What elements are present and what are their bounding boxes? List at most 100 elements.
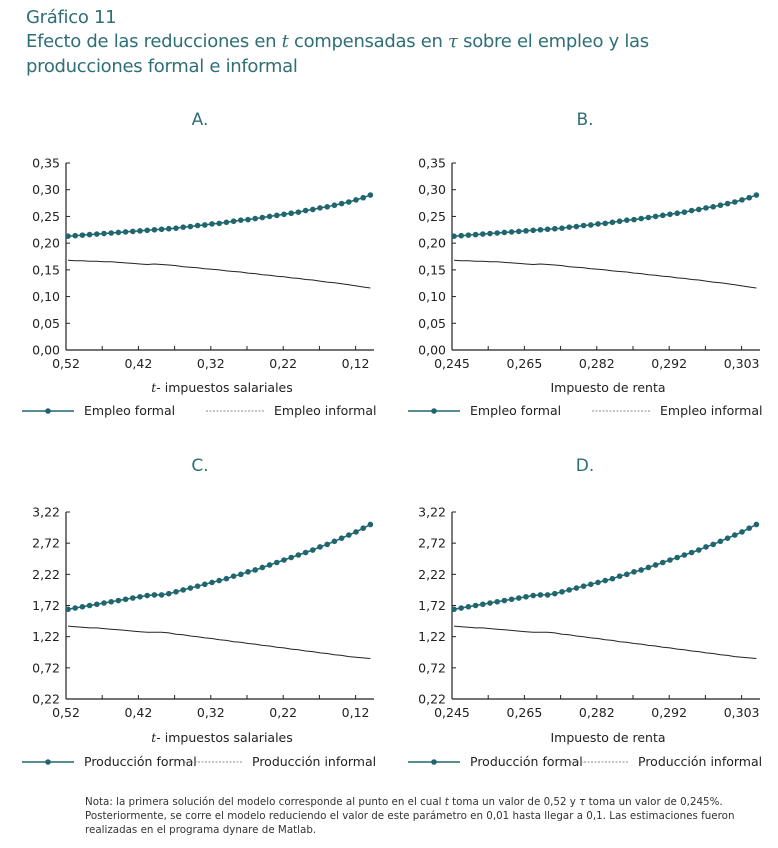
data-point [86, 231, 93, 238]
x-axis-label: Impuesto de renta [550, 380, 665, 395]
title-var-tau: τ [448, 31, 458, 52]
y-tick-label: 3,22 [418, 505, 446, 520]
data-point [72, 232, 78, 239]
data-point [667, 211, 673, 218]
x-axis-label: t- impuestos salariales [151, 380, 293, 395]
x-tick-label: 0,12 [342, 705, 370, 720]
data-point [645, 214, 652, 221]
panel-label-d: D. [575, 456, 595, 476]
data-point [573, 585, 580, 591]
y-tick-label: 0,05 [32, 316, 60, 331]
data-point [660, 559, 666, 566]
data-point [360, 194, 367, 201]
x-tick-label: 0,22 [269, 356, 297, 371]
x-tick-label: 0,292 [651, 705, 687, 720]
data-point [216, 577, 222, 584]
x-axis-label: Impuesto de renta [550, 730, 665, 745]
x-axis-label-var: t [151, 730, 157, 745]
data-point [753, 521, 760, 528]
legend-formal-label: Producción formal [470, 754, 583, 769]
note-var-tau: τ [579, 796, 586, 808]
data-point [137, 228, 143, 234]
y-tick-label: 0,30 [32, 182, 60, 197]
data-point [94, 231, 100, 237]
legend-formal-marker [431, 759, 437, 765]
y-tick-label: 0,72 [418, 660, 446, 675]
x-tick-label: 0,292 [651, 356, 687, 371]
data-point [346, 532, 352, 538]
data-point [310, 206, 316, 213]
chart-panel-a: 0,00 0,05 0,10 0,15 0,20 0,25 0,30 0,35 0,52 0,42… [22, 156, 376, 418]
data-point [274, 212, 280, 219]
data-point [137, 593, 143, 600]
data-point [609, 575, 616, 582]
data-point [367, 521, 374, 528]
data-point [732, 532, 738, 538]
series-line-informal [453, 625, 757, 659]
y-tick-label: 0,10 [418, 289, 446, 304]
y-tick-label: 2,22 [418, 567, 446, 582]
data-point [624, 217, 630, 223]
data-point [173, 225, 179, 231]
y-tick-label: 0,20 [418, 236, 446, 251]
data-point [602, 220, 608, 227]
data-point [739, 529, 745, 535]
data-point [346, 199, 352, 205]
data-point [158, 592, 165, 598]
data-point [501, 229, 508, 236]
data-point [108, 598, 114, 605]
data-point [631, 569, 637, 575]
y-tick-label: 0,00 [32, 343, 60, 358]
data-point [338, 535, 345, 541]
data-point [216, 220, 222, 227]
x-axis-label-text: Impuesto de renta [550, 380, 665, 395]
data-point [674, 210, 680, 217]
data-point [194, 222, 201, 229]
data-point [703, 544, 709, 550]
data-point [94, 601, 100, 608]
y-tick-label: 1,22 [418, 629, 446, 644]
x-tick-label: 0,42 [124, 705, 152, 720]
data-point [746, 525, 752, 532]
data-point [552, 590, 558, 597]
note-text: toma un valor de 0,52 y [448, 796, 580, 808]
data-point [595, 579, 601, 586]
data-point [717, 202, 724, 209]
data-point [472, 231, 479, 238]
data-point [696, 206, 702, 213]
x-tick-label: 0,52 [52, 705, 80, 720]
data-point [281, 211, 287, 218]
data-point [101, 600, 107, 606]
data-point [530, 592, 536, 599]
data-point [552, 225, 558, 232]
legend-formal-label: Producción formal [84, 754, 197, 769]
data-point [458, 605, 465, 611]
x-tick-label: 0,32 [197, 705, 225, 720]
data-point [537, 592, 544, 598]
data-point [259, 214, 266, 221]
legend-informal-label: Producción informal [638, 754, 762, 769]
x-tick-label: 0,265 [507, 356, 543, 371]
note-text: Nota: la primera solución del modelo cor… [85, 796, 445, 808]
x-tick-label: 0,52 [52, 356, 80, 371]
data-point [631, 216, 637, 223]
data-point [187, 585, 194, 591]
data-point [494, 230, 501, 236]
data-point [295, 552, 302, 558]
data-point [724, 535, 731, 541]
x-tick-label: 0,303 [724, 705, 760, 720]
data-point [696, 547, 702, 553]
data-point [281, 557, 287, 563]
x-axis-label-text: - impuestos salariales [156, 730, 292, 745]
data-point [187, 223, 194, 230]
series-line-formal [67, 523, 371, 610]
data-point [202, 581, 208, 588]
data-point [252, 215, 258, 222]
x-tick-label: 0,245 [434, 705, 470, 720]
legend-informal-label: Empleo informal [660, 403, 762, 418]
data-point [194, 583, 201, 589]
data-point [732, 199, 738, 205]
figure-number: Gráfico 11 [26, 7, 117, 28]
y-tick-label: 0,25 [32, 209, 60, 224]
